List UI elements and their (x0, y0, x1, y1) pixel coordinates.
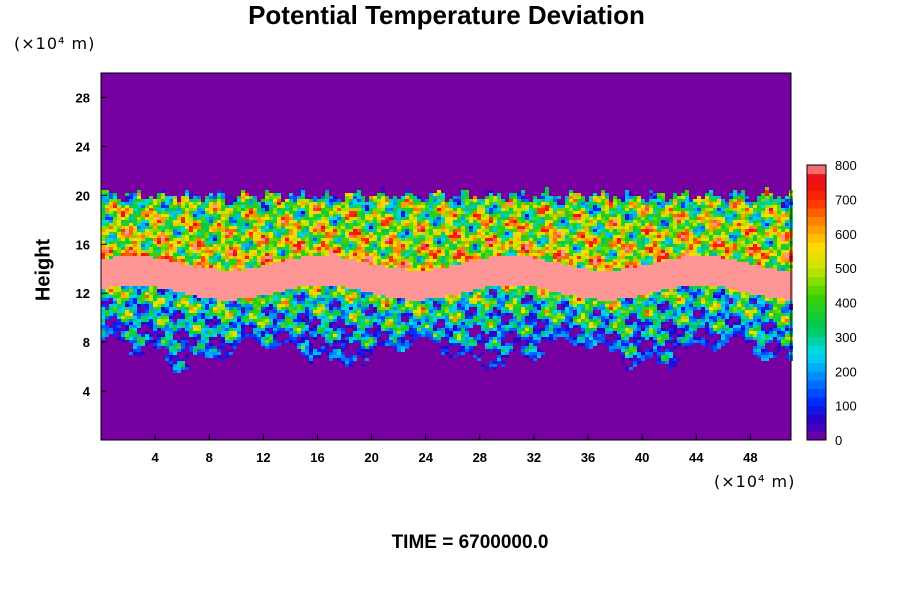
x-tick-label: 8 (206, 450, 213, 465)
x-axis-unit: (×10⁴ m) (714, 472, 796, 491)
colorbar-swatch (807, 379, 826, 389)
y-tick-label: 28 (76, 90, 90, 105)
colorbar-swatch (807, 328, 826, 338)
colorbar-swatch (807, 165, 826, 175)
colorbar-swatch (807, 207, 826, 218)
y-tick-label: 8 (83, 335, 90, 350)
colorbar-tick-label: 200 (835, 364, 857, 379)
x-tick-label: 4 (152, 450, 160, 465)
colorbar-swatch (807, 422, 826, 432)
colorbar-swatch (807, 336, 826, 346)
y-tick-label: 16 (76, 237, 90, 252)
colorbar-swatch (807, 199, 826, 209)
heatmap-field (101, 73, 793, 440)
time-label: TIME = 6700000.0 (391, 532, 549, 553)
colorbar-swatch (807, 311, 826, 321)
colorbar-swatch (807, 319, 826, 329)
colorbar-tick-label: 800 (835, 158, 857, 173)
colorbar-swatch (807, 259, 826, 269)
plot-frame (100, 72, 792, 441)
x-tick-label: 12 (256, 450, 270, 465)
y-tick-label: 4 (83, 384, 91, 399)
x-tick-label: 20 (364, 450, 378, 465)
colorbar-swatch (807, 362, 826, 372)
colorbar-swatch (807, 293, 826, 303)
colorbar: 0 100 200 300 400 500 600 700 800 (806, 158, 857, 448)
colorbar-swatch (807, 388, 826, 398)
colorbar-swatch (807, 371, 826, 381)
chart-title: Potential Temperature Deviation (248, 0, 645, 30)
colorbar-frame (806, 164, 827, 441)
x-tick-label: 28 (473, 450, 487, 465)
y-tick-label: 24 (76, 139, 91, 154)
colorbar-tick-label: 700 (835, 192, 857, 207)
colorbar-swatch (807, 268, 826, 278)
x-tick-label: 24 (418, 450, 433, 465)
colorbar-swatch (807, 354, 826, 364)
y-tick-label: 20 (76, 188, 90, 203)
x-tick-label: 16 (310, 450, 324, 465)
colorbar-swatch (807, 225, 826, 235)
colorbar-tick-label: 300 (835, 330, 857, 345)
colorbar-swatch (807, 233, 826, 243)
colorbar-swatch (807, 345, 826, 355)
x-tick-label: 48 (743, 450, 757, 465)
colorbar-swatch (807, 276, 826, 286)
colorbar-swatch (807, 302, 826, 312)
y-axis-unit: (×10⁴ m) (14, 34, 96, 53)
colorbar-tick-label: 600 (835, 227, 857, 242)
x-tick-label: 40 (635, 450, 649, 465)
x-tick-label: 32 (527, 450, 541, 465)
y-tick-label: 12 (76, 286, 90, 301)
colorbar-tick-label: 100 (835, 399, 857, 414)
x-tick-label: 36 (581, 450, 595, 465)
colorbar-swatch (807, 431, 826, 441)
colorbar-swatch (807, 414, 826, 424)
y-axis-ticks: 4 8 12 16 20 24 28 (76, 90, 107, 399)
colorbar-swatch (807, 285, 826, 295)
colorbar-tick-label: 0 (835, 433, 842, 448)
colorbar-swatch (807, 216, 826, 226)
colorbar-swatch (807, 173, 826, 183)
colorbar-swatch (807, 250, 826, 261)
colorbar-swatch (807, 405, 826, 415)
x-axis-ticks: 4 8 12 16 20 24 28 32 36 40 44 48 (152, 434, 758, 465)
colorbar-swatch (807, 397, 826, 407)
colorbar-swatch (807, 242, 826, 252)
colorbar-swatch (807, 190, 826, 200)
x-tick-label: 44 (689, 450, 704, 465)
colorbar-tick-label: 400 (835, 296, 857, 311)
colorbar-tick-label: 500 (835, 261, 857, 276)
colorbar-swatch (807, 182, 826, 192)
